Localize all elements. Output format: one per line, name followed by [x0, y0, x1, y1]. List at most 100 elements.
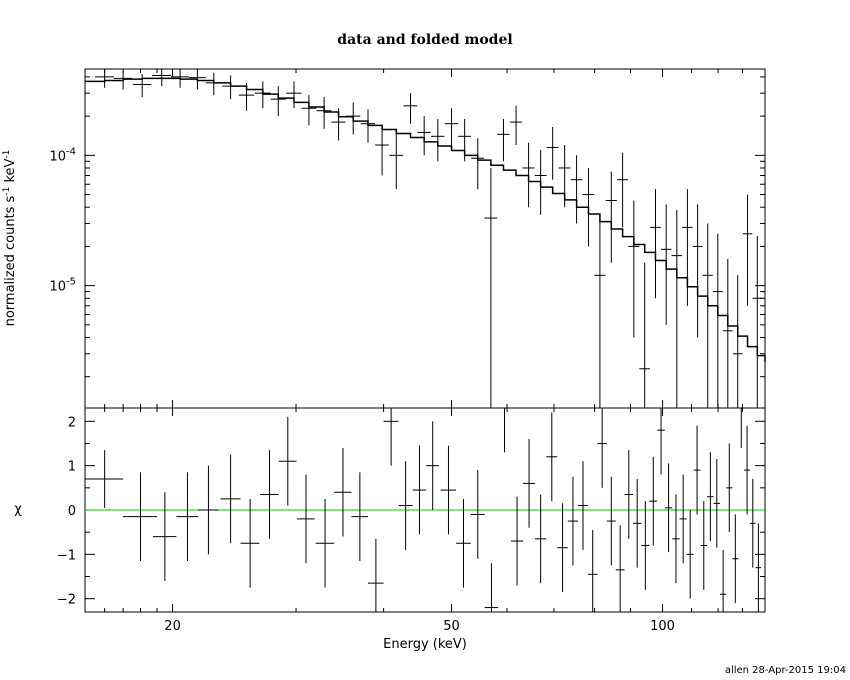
residual-point — [334, 447, 352, 537]
data-point — [94, 69, 115, 88]
data-point — [497, 119, 510, 162]
residual-point — [615, 525, 625, 612]
residual-point — [546, 412, 558, 502]
residual-point — [484, 563, 499, 612]
residual-point — [278, 416, 297, 506]
residual-point — [641, 501, 650, 590]
residual-point — [700, 501, 708, 590]
residual-point — [176, 472, 199, 561]
data-point — [375, 125, 389, 176]
spectrum-x-ticks — [84, 69, 766, 408]
data-point — [582, 167, 595, 247]
spectrum-y-ticks: 10-4 10-5 — [49, 76, 765, 378]
residual-point — [679, 474, 687, 564]
x-tick-label: 20 — [164, 619, 181, 634]
data-point — [522, 142, 535, 208]
residual-point — [259, 450, 279, 539]
data-point — [722, 259, 733, 408]
residual-point — [534, 494, 547, 584]
data-point — [188, 69, 206, 90]
data-point — [671, 210, 683, 408]
residual-point — [686, 510, 694, 599]
data-point — [331, 108, 346, 141]
residual-point — [85, 450, 124, 508]
data-point — [712, 233, 723, 408]
data-point — [742, 194, 753, 306]
residual-point — [713, 459, 720, 548]
residual-point — [578, 461, 588, 550]
residual-point — [606, 476, 616, 566]
data-point — [692, 204, 703, 338]
data-point — [594, 214, 606, 408]
data-point — [605, 171, 617, 263]
residual-point — [707, 452, 714, 542]
residual-point — [240, 498, 260, 588]
residual-point — [557, 503, 568, 593]
residual-point — [587, 529, 598, 612]
residual-point — [198, 465, 219, 555]
model-series — [85, 77, 766, 362]
residual-series — [85, 407, 762, 612]
data-point — [316, 97, 332, 129]
data-point — [238, 82, 255, 111]
residual-y-axis-label: χ — [14, 502, 22, 517]
data-point — [270, 86, 286, 117]
residual-y-ticks: 2 1 0 −1 −2 — [57, 415, 765, 608]
spectrum-y-axis-label: normalized counts s-1 keV-1 — [2, 150, 18, 327]
residual-point — [633, 478, 642, 568]
residual-point — [664, 463, 673, 553]
footer-timestamp: allen 28-Apr-2015 19:04 — [725, 665, 846, 676]
residual-point — [719, 549, 727, 612]
data-point — [732, 275, 743, 408]
y-tick-label: 1 — [68, 460, 76, 475]
data-point — [570, 155, 583, 224]
data-point — [639, 262, 650, 408]
residual-point — [351, 472, 368, 561]
data-point — [254, 81, 271, 109]
residual-point — [456, 498, 471, 588]
residual-point — [523, 439, 535, 528]
data-point — [301, 95, 317, 126]
y-tick-label: 0 — [68, 504, 76, 519]
data-point — [650, 189, 661, 299]
model-step-line — [85, 77, 766, 362]
data-point — [534, 149, 547, 215]
residual-point — [383, 408, 399, 466]
data-point — [360, 109, 376, 143]
residual-point — [649, 456, 658, 546]
residual-point — [426, 421, 440, 510]
data-point — [417, 116, 431, 156]
residual-point — [597, 408, 607, 488]
data-point — [752, 236, 763, 408]
residual-point — [470, 470, 485, 559]
data-point — [444, 108, 459, 146]
residual-point — [297, 474, 315, 564]
residual-point — [220, 454, 241, 544]
residual-point — [398, 461, 413, 550]
residual-point — [498, 407, 511, 453]
residual-point — [693, 425, 701, 515]
residual-panel: 2 1 0 −1 −2 20 50 100 χ Energy (keV) — [14, 407, 766, 652]
chart-title: data and folded model — [337, 32, 512, 48]
residual-point — [567, 476, 579, 566]
residual-point — [510, 496, 524, 586]
residual-point — [412, 445, 427, 535]
spectrum-panel: 10-4 10-5 normalized counts s-1 keV-1 — [2, 68, 766, 409]
y-tick-label: −1 — [57, 548, 76, 563]
spectrum-frame — [84, 68, 766, 409]
residual-point — [315, 498, 335, 588]
y-tick-label: 10-5 — [49, 277, 76, 295]
x-tick-label: 50 — [443, 619, 460, 634]
data-point — [617, 152, 629, 228]
data-point — [114, 70, 132, 90]
data-point — [222, 75, 239, 100]
data-point — [205, 72, 222, 96]
data-point — [152, 69, 172, 87]
data-point — [702, 223, 713, 408]
residual-point — [624, 450, 634, 539]
residual-point — [123, 472, 157, 561]
data-point — [682, 189, 693, 306]
data-point — [403, 93, 418, 124]
data-point — [431, 119, 445, 162]
